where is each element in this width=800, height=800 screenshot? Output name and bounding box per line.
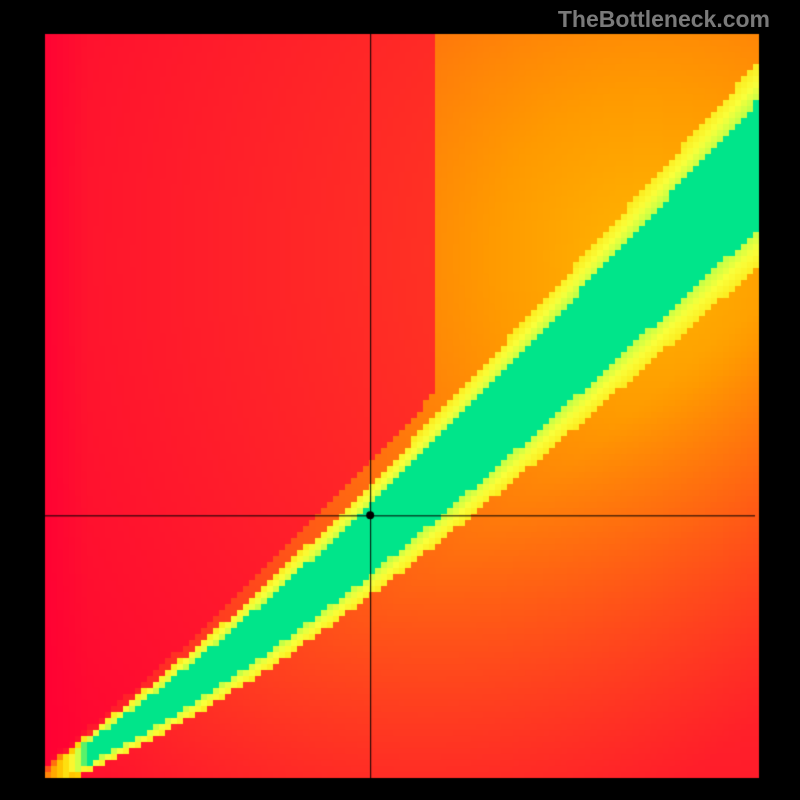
chart-container: TheBottleneck.com <box>0 0 800 800</box>
watermark-text: TheBottleneck.com <box>558 6 770 33</box>
bottleneck-heatmap <box>0 0 800 800</box>
